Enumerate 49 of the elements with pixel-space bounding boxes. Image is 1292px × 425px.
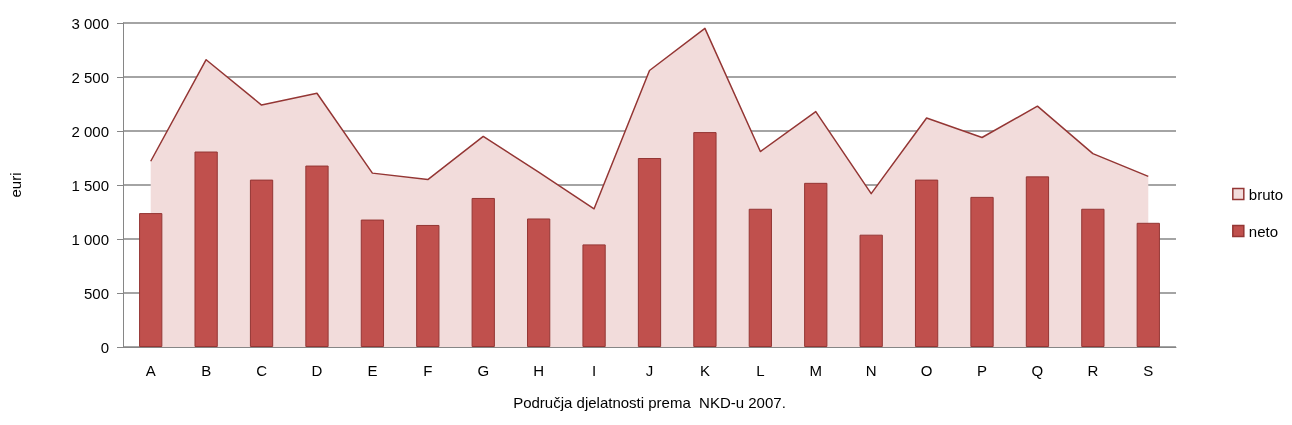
y-tick-label: 2 000 bbox=[71, 122, 109, 140]
y-tick-label: 2 500 bbox=[71, 68, 109, 86]
bar bbox=[360, 219, 385, 347]
x-tick-label: C bbox=[256, 362, 268, 379]
y-axis-title: euri bbox=[7, 172, 24, 198]
x-tick-label: Q bbox=[1031, 362, 1044, 379]
x-tick-label: M bbox=[809, 362, 823, 379]
y-tick-label: 500 bbox=[83, 284, 109, 302]
bar bbox=[637, 158, 662, 347]
x-tick-label: J bbox=[645, 362, 654, 379]
bar bbox=[527, 218, 551, 347]
x-tick-label: H bbox=[533, 362, 545, 379]
y-tick-label: 1 000 bbox=[71, 230, 109, 248]
x-tick-label: R bbox=[1087, 362, 1099, 379]
legend-label: bruto bbox=[1248, 185, 1284, 203]
x-tick-label: S bbox=[1143, 362, 1154, 379]
bar bbox=[1136, 222, 1160, 347]
bar bbox=[859, 234, 883, 347]
bar bbox=[582, 244, 606, 347]
x-axis-title: Područja djelatnosti prema NKD-u 2007. bbox=[513, 394, 786, 411]
bar bbox=[249, 179, 274, 347]
x-tick-label: E bbox=[367, 362, 378, 379]
x-tick-label: B bbox=[201, 362, 212, 379]
bar bbox=[804, 182, 828, 347]
x-tick-label: D bbox=[311, 362, 323, 379]
x-tick-label: I bbox=[591, 362, 597, 379]
x-tick-label: P bbox=[977, 362, 988, 379]
bar bbox=[914, 179, 939, 347]
bar bbox=[194, 151, 218, 347]
bar bbox=[1081, 208, 1105, 347]
x-tick-label: O bbox=[920, 362, 933, 379]
x-tick-label: K bbox=[699, 362, 710, 379]
x-tick-label: N bbox=[865, 362, 877, 379]
y-tick-label: 1 500 bbox=[71, 176, 109, 194]
bar bbox=[471, 197, 495, 347]
y-tick-label: 0 bbox=[100, 338, 109, 356]
x-tick-label: F bbox=[423, 362, 433, 379]
bar bbox=[139, 213, 163, 347]
y-tick-label: 3 000 bbox=[71, 14, 109, 32]
bar bbox=[416, 224, 440, 347]
legend-label: neto bbox=[1248, 222, 1279, 240]
bar bbox=[693, 132, 717, 347]
x-tick-label: G bbox=[477, 362, 490, 379]
bar bbox=[1025, 176, 1050, 347]
x-tick-label: A bbox=[145, 362, 156, 379]
x-tick-label: L bbox=[756, 362, 765, 379]
bar bbox=[305, 165, 329, 347]
bar bbox=[970, 196, 994, 347]
bar bbox=[748, 208, 772, 347]
